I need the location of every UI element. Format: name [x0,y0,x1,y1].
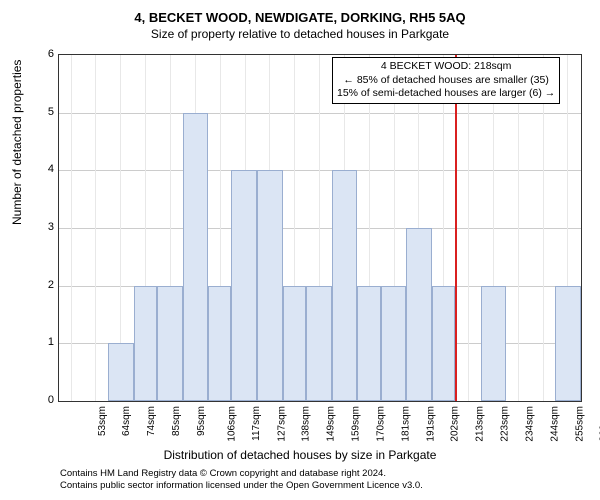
y-tick-label: 0 [34,394,54,406]
x-tick-label: 106sqm [226,406,237,442]
gridline-v [71,55,72,401]
histogram-bar [555,286,581,401]
marker-annotation: 4 BECKET WOOD: 218sqm ← 85% of detached … [332,57,560,104]
footer-line: Contains public sector information licen… [0,480,600,492]
y-tick-label: 3 [34,221,54,233]
x-tick-label: 95sqm [196,406,207,436]
x-axis-label: Distribution of detached houses by size … [0,448,600,462]
gridline-v [518,55,519,401]
histogram-bar [108,343,134,401]
marker-line [455,55,457,401]
histogram-bar [357,286,380,401]
x-tick-label: 117sqm [251,406,262,441]
x-tick-label: 149sqm [326,406,337,442]
x-tick-label: 255sqm [574,406,585,442]
x-tick-label: 138sqm [301,406,312,442]
gridline-v [468,55,469,401]
footer-line: Contains HM Land Registry data © Crown c… [0,468,600,480]
y-tick-label: 5 [34,106,54,118]
annotation-line: ← 85% of detached houses are smaller (35… [337,74,555,88]
footer: Contains HM Land Registry data © Crown c… [0,468,600,493]
histogram-bar [381,286,407,401]
histogram-bar [481,286,507,401]
x-tick-label: 159sqm [351,406,362,442]
histogram-bar [432,286,455,401]
histogram-bar [134,286,157,401]
y-tick-label: 6 [34,48,54,60]
histogram-bar [257,170,283,401]
y-tick-label: 4 [34,163,54,175]
x-tick-label: 85sqm [171,406,182,436]
chart-container: 4, BECKET WOOD, NEWDIGATE, DORKING, RH5 … [0,0,600,500]
chart-title: 4, BECKET WOOD, NEWDIGATE, DORKING, RH5 … [0,0,600,25]
x-tick-label: 53sqm [97,406,108,436]
x-tick-label: 181sqm [400,406,411,442]
plot-area [58,54,582,402]
histogram-bar [406,228,432,401]
gridline-v [95,55,96,401]
x-tick-label: 64sqm [122,406,133,436]
histogram-bar [306,286,332,401]
chart-subtitle: Size of property relative to detached ho… [0,25,600,41]
x-tick-label: 74sqm [146,406,157,436]
histogram-bar [157,286,183,401]
histogram-bar [332,170,358,401]
x-tick-label: 191sqm [425,406,436,442]
x-tick-label: 127sqm [276,406,287,442]
x-tick-label: 170sqm [375,406,386,442]
x-tick-label: 223sqm [500,406,511,442]
annotation-line: 4 BECKET WOOD: 218sqm [337,60,555,74]
x-tick-label: 202sqm [450,406,461,442]
histogram-bar [283,286,306,401]
gridline-v [543,55,544,401]
histogram-bar [208,286,231,401]
y-tick-label: 1 [34,336,54,348]
x-tick-label: 244sqm [549,406,560,442]
y-tick-label: 2 [34,279,54,291]
x-tick-label: 213sqm [475,406,486,442]
histogram-bar [183,113,209,401]
x-tick-label: 234sqm [525,406,536,442]
histogram-bar [231,170,257,401]
y-axis-label: Number of detached properties [10,60,24,225]
annotation-line: 15% of semi-detached houses are larger (… [337,87,555,101]
